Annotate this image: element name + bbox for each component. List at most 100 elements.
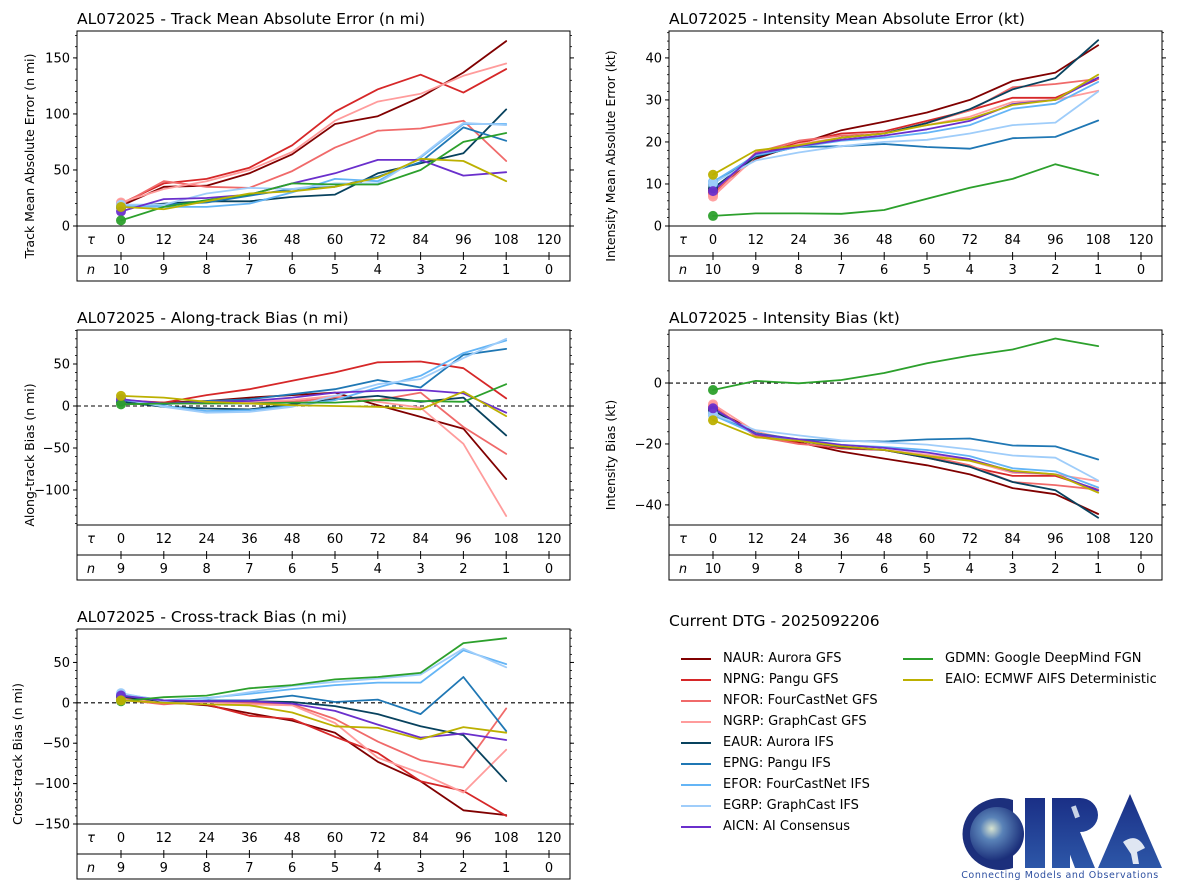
legend-swatch — [681, 720, 711, 723]
series-group — [708, 39, 1100, 221]
legend-item-ngrp: NGRP: GraphCast GFS — [669, 712, 867, 732]
x-tick-label: 96 — [455, 831, 472, 846]
y-tick-label: 0 — [62, 220, 70, 235]
cira-logo: Connecting Models and Observations — [955, 790, 1165, 881]
x-tick-label: 96 — [455, 532, 472, 547]
legend-swatch — [681, 762, 711, 765]
x-tick-label: 24 — [790, 233, 807, 248]
y-tick-label: 0 — [62, 400, 70, 415]
legend-label: GDMN: Google DeepMind FGN — [945, 651, 1142, 666]
count-row-frame — [76, 255, 571, 282]
x-tick-label: 12 — [156, 831, 173, 846]
y-axis-label: Intensity Bias (kt) — [603, 400, 618, 510]
x-tick-label: 60 — [327, 831, 344, 846]
tau-symbol: τ — [87, 233, 95, 248]
count-label: 9 — [752, 562, 760, 577]
series-line-naur — [712, 407, 1100, 515]
logo-a-letter — [1098, 794, 1162, 868]
series-line-npng — [120, 360, 508, 404]
count-label: 8 — [794, 263, 802, 278]
count-label: 1 — [502, 562, 510, 577]
chart-title: AL072025 - Intensity Bias (kt) — [669, 309, 900, 327]
x-tick-label: 60 — [919, 532, 936, 547]
y-tick-label: −20 — [635, 437, 662, 452]
series-line-ngrp — [120, 697, 508, 794]
count-label: 7 — [245, 861, 253, 876]
count-label: 5 — [331, 263, 339, 278]
series-line-eaur — [120, 108, 508, 208]
series-line-ngrp — [120, 62, 508, 204]
count-label: 5 — [923, 562, 931, 577]
x-tick-label: 36 — [833, 532, 850, 547]
legend-swatch — [681, 825, 711, 828]
count-label: 1 — [502, 861, 510, 876]
tau-symbol: τ — [87, 532, 95, 547]
x-tick-label: 24 — [198, 233, 215, 248]
x-tick-label: 24 — [198, 532, 215, 547]
legend-label: NFOR: FourCastNet GFS — [723, 693, 878, 708]
count-label: 9 — [117, 861, 125, 876]
series-line-efor — [712, 81, 1100, 183]
legend-swatch — [681, 699, 711, 702]
legend-label: NGRP: GraphCast GFS — [723, 714, 867, 729]
series-group — [116, 637, 508, 817]
x-tick-label: 96 — [1047, 532, 1064, 547]
legend-label: EAUR: Aurora IFS — [723, 735, 834, 750]
y-tick-label: 10 — [645, 177, 662, 192]
initial-point-aicn — [708, 403, 718, 414]
y-axis-label: Cross-track Bias (n mi) — [10, 683, 25, 825]
count-label: 1 — [1094, 562, 1102, 577]
series-line-aicn — [712, 407, 1100, 492]
y-tick-label: 0 — [62, 696, 70, 711]
x-tick-label: 0 — [117, 831, 125, 846]
count-label: 10 — [705, 562, 722, 577]
x-tick-label: 120 — [1129, 233, 1154, 248]
legend-label: EGRP: GraphCast IFS — [723, 798, 859, 813]
x-tick-label: 108 — [494, 233, 519, 248]
initial-point-eaio — [116, 390, 126, 401]
count-row-frame — [76, 853, 571, 880]
count-label: 9 — [160, 861, 168, 876]
legend-item-npng: NPNG: Pangu GFS — [669, 670, 839, 690]
count-label: 0 — [545, 562, 553, 577]
x-tick-label: 108 — [494, 532, 519, 547]
count-label: 8 — [202, 861, 210, 876]
y-tick-label: 50 — [53, 163, 70, 178]
x-tick-label: 12 — [748, 233, 765, 248]
count-label: 8 — [202, 263, 210, 278]
count-label: 8 — [202, 562, 210, 577]
y-tick-label: −50 — [43, 441, 70, 456]
legend-swatch — [681, 678, 711, 681]
series-line-egrp — [120, 647, 508, 703]
x-tick-label: 0 — [117, 233, 125, 248]
count-label: 0 — [1137, 562, 1145, 577]
y-tick-label: −50 — [43, 737, 70, 752]
series-line-eaio — [712, 419, 1100, 494]
y-tick-label: 50 — [53, 358, 70, 373]
initial-point-gdmn — [116, 399, 126, 410]
x-tick-label: 72 — [962, 233, 979, 248]
series-line-egrp — [120, 337, 508, 414]
x-tick-label: 120 — [537, 831, 562, 846]
count-label: 7 — [837, 263, 845, 278]
y-tick-label: −150 — [34, 818, 70, 833]
track-mae-panel: AL072025 - Track Mean Absolute Error (n … — [22, 10, 574, 282]
y-tick-label: 100 — [45, 107, 70, 122]
x-tick-label: 0 — [709, 532, 717, 547]
legend-swatch — [681, 804, 711, 807]
x-tick-label: 36 — [241, 831, 258, 846]
count-label: 3 — [416, 861, 424, 876]
count-label: 6 — [288, 263, 296, 278]
x-tick-label: 120 — [537, 532, 562, 547]
legend-swatch — [903, 657, 933, 660]
chart-title: AL072025 - Cross-track Bias (n mi) — [77, 608, 347, 626]
series-line-eaio — [120, 157, 508, 211]
count-label: 4 — [966, 263, 974, 278]
x-tick-label: 12 — [156, 233, 173, 248]
legend-label: NPNG: Pangu GFS — [723, 672, 839, 687]
x-tick-label: 120 — [537, 233, 562, 248]
x-tick-label: 84 — [412, 532, 429, 547]
x-tick-label: 36 — [241, 233, 258, 248]
intensity-bias-panel: AL072025 - Intensity Bias (kt) Intensity … — [603, 309, 1166, 581]
x-tick-label: 36 — [241, 532, 258, 547]
